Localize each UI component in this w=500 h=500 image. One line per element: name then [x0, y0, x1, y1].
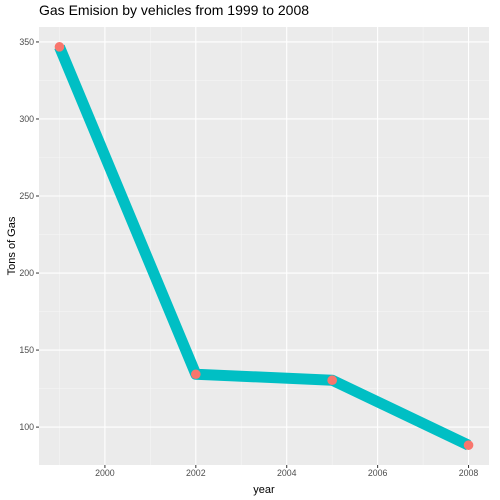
data-point [191, 369, 201, 379]
y-tick-label: 300 [19, 114, 34, 124]
x-axis-ticks: 2000 2002 2004 2006 2008 [95, 465, 478, 478]
x-tick-label: 2008 [459, 468, 479, 478]
data-point [464, 440, 474, 450]
data-point [327, 375, 337, 385]
y-tick-label: 200 [19, 268, 34, 278]
x-tick-label: 2002 [186, 468, 206, 478]
data-point [55, 42, 65, 52]
y-axis-label: Tons of Gas [6, 216, 18, 275]
y-tick-label: 350 [19, 37, 34, 47]
chart-title: Gas Emision by vehicles from 1999 to 200… [39, 2, 309, 18]
y-axis-ticks: 100 150 200 250 300 350 [19, 37, 39, 432]
plot-panel [39, 27, 489, 465]
y-tick-label: 250 [19, 191, 34, 201]
x-tick-label: 2000 [95, 468, 115, 478]
x-tick-label: 2004 [277, 468, 297, 478]
y-tick-label: 100 [19, 422, 34, 432]
x-axis-label: year [253, 484, 275, 496]
y-tick-label: 150 [19, 345, 34, 355]
x-tick-label: 2006 [368, 468, 388, 478]
